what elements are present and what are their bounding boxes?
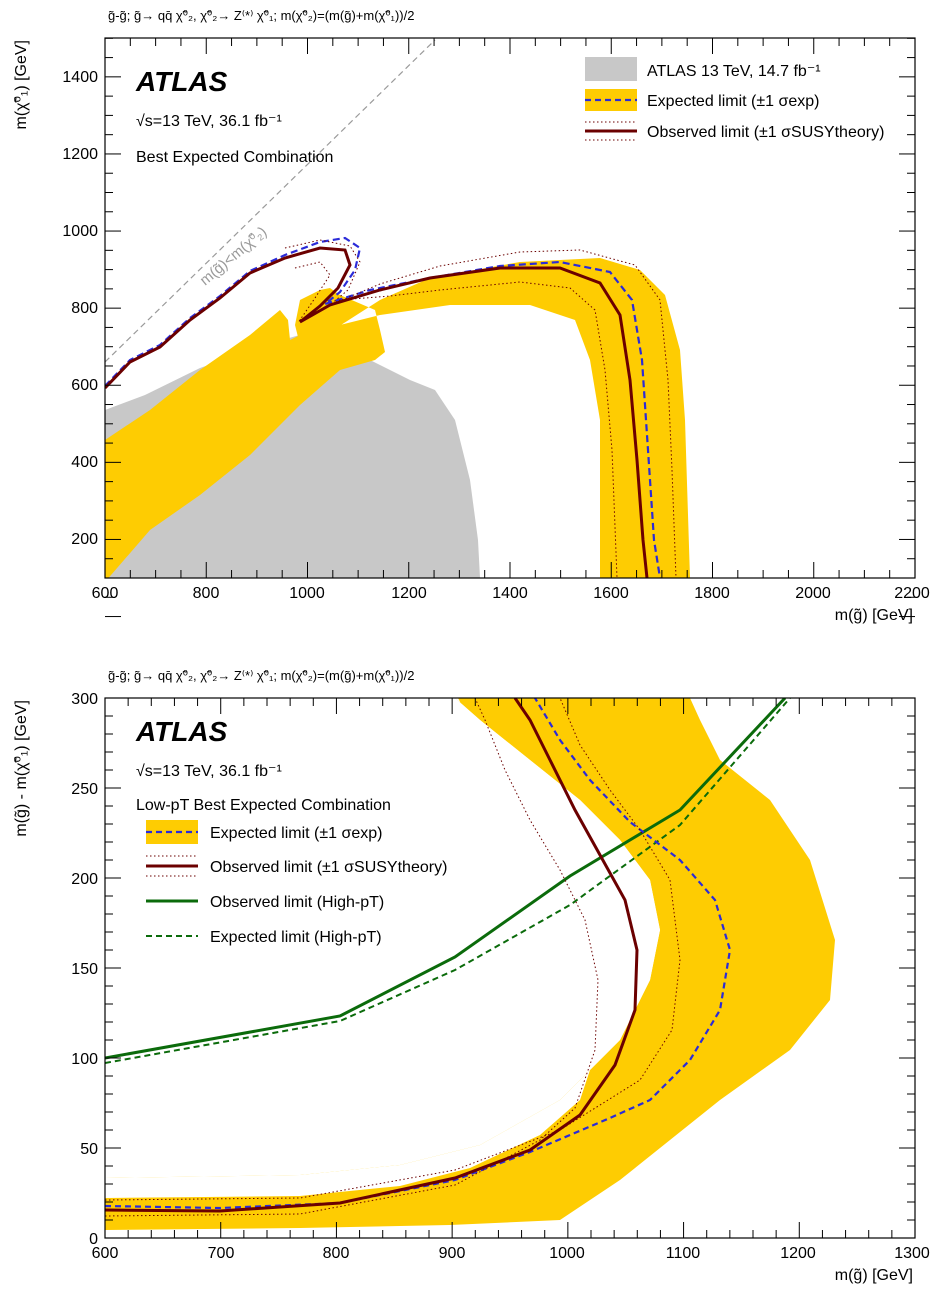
chart-top-ylabel: m(χ̃⁰₁) [GeV] <box>13 40 30 130</box>
x-tick-label: 1000 <box>549 1245 585 1262</box>
atlas-label-bottom: ATLAS <box>135 716 228 747</box>
x-tick-label: 1200 <box>780 1245 816 1262</box>
y-tick-label: 1200 <box>62 146 98 163</box>
legend-label: Observed limit (±1 σSUSYtheory) <box>647 124 884 141</box>
x-tick-label: 2200 <box>894 585 930 602</box>
chart-bottom-frame <box>104 697 916 1239</box>
observed-theory-down-top <box>294 261 618 578</box>
chart-top: g̃-g̃; g̃→ qq̄ χ̃⁰₂, χ̃⁰₂→ Z⁽*⁾ χ̃⁰₁; m(… <box>13 8 930 624</box>
x-tick-label: 600 <box>92 585 119 602</box>
x-tick-label: 1200 <box>391 585 427 602</box>
diagonal-label: m(g̃)<m(χ̃⁰₂) <box>197 223 271 289</box>
chart-top-frame <box>104 37 916 618</box>
chart-bottom-plot-area <box>105 698 835 1230</box>
observed-theory-down-bottom <box>105 698 599 1217</box>
subtitle-bottom: Low-pT Best Expected Combination <box>136 797 391 814</box>
y-tick-label: 400 <box>71 454 98 471</box>
chart-bottom-xlabel: m(g̃) [GeV] <box>835 1267 913 1284</box>
x-tick-label: 1300 <box>894 1245 930 1262</box>
x-tick-label: 800 <box>323 1245 350 1262</box>
x-tick-label: 1100 <box>666 1245 701 1262</box>
observed-limit-line-bottom <box>105 698 639 1213</box>
expected-limit-line-top <box>105 236 662 578</box>
subtitle-top: Best Expected Combination <box>136 149 333 166</box>
legend-item-high-pt-observed: Observed limit (High-pT) <box>146 894 384 911</box>
high-pt-expected-line <box>105 698 791 1064</box>
x-tick-label: 1800 <box>694 585 730 602</box>
chart-bottom-x-ticks: 600 700 800 900 1000 1100 1200 1300 <box>92 1245 930 1262</box>
chart-top-title: g̃-g̃; g̃→ qq̄ χ̃⁰₂, χ̃⁰₂→ Z⁽*⁾ χ̃⁰₁; m(… <box>108 8 414 23</box>
legend-bottom: Expected limit (±1 σexp) Observed limit … <box>146 820 447 946</box>
y-tick-label: 600 <box>71 377 98 394</box>
y-tick-label: 0 <box>89 1231 98 1248</box>
legend-item-expected: Expected limit (±1 σexp) <box>585 89 820 111</box>
legend-label: Expected limit (±1 σexp) <box>210 825 383 842</box>
x-tick-label: 1600 <box>593 585 629 602</box>
legend-item-previous: ATLAS 13 TeV, 14.7 fb⁻¹ <box>585 57 821 81</box>
x-tick-label: 2000 <box>795 585 831 602</box>
chart-bottom-title: g̃-g̃; g̃→ qq̄ χ̃⁰₂, χ̃⁰₂→ Z⁽*⁾ χ̃⁰₁; m(… <box>108 668 414 683</box>
atlas-label-top: ATLAS <box>135 66 228 97</box>
energy-label-bottom: √s=13 TeV, 36.1 fb⁻¹ <box>136 763 282 780</box>
x-tick-label: 900 <box>439 1245 466 1262</box>
y-tick-label: 1000 <box>62 223 98 240</box>
chart-bottom-ylabel: m(g̃) - m(χ̃⁰₁) [GeV] <box>13 700 30 837</box>
chart-top-xlabel: m(g̃) [GeV] <box>835 607 913 624</box>
legend-label: Observed limit (High-pT) <box>210 894 384 911</box>
expected-band-bottom <box>105 698 835 1230</box>
x-tick-label: 800 <box>193 585 220 602</box>
legend-label: Observed limit (±1 σSUSYtheory) <box>210 859 447 876</box>
y-tick-label: 1400 <box>62 69 98 86</box>
y-tick-label: 250 <box>71 781 98 798</box>
energy-label-top: √s=13 TeV, 36.1 fb⁻¹ <box>136 113 282 130</box>
legend-item-high-pt-expected: Expected limit (High-pT) <box>146 929 382 946</box>
legend-label: Expected limit (±1 σexp) <box>647 93 820 110</box>
x-tick-label: 1400 <box>492 585 528 602</box>
y-tick-label: 300 <box>71 691 98 708</box>
y-tick-label: 200 <box>71 531 98 548</box>
y-tick-label: 800 <box>71 300 98 317</box>
x-tick-label: 600 <box>92 1245 119 1262</box>
legend-item-expected: Expected limit (±1 σexp) <box>146 820 383 844</box>
observed-theory-up-top <box>284 239 677 578</box>
chart-top-plot-area <box>105 39 690 578</box>
legend-swatch-grey <box>585 57 637 81</box>
chart-top-x-ticks: 600 800 1000 1200 1400 1600 1800 2000 22… <box>92 585 930 602</box>
legend-item-observed: Observed limit (±1 σSUSYtheory) <box>585 121 884 141</box>
observed-limit-line-top <box>105 246 649 578</box>
y-tick-label: 100 <box>71 1051 98 1068</box>
y-tick-label: 150 <box>71 961 98 978</box>
kinematic-diagonal <box>105 39 436 363</box>
high-pt-observed-line <box>105 698 787 1060</box>
legend-top: ATLAS 13 TeV, 14.7 fb⁻¹ Expected limit (… <box>585 57 884 141</box>
chart-top-y-ticks: 200 400 600 800 1000 1200 1400 <box>62 69 98 548</box>
legend-item-observed: Observed limit (±1 σSUSYtheory) <box>146 855 447 877</box>
expected-band-top <box>105 258 690 578</box>
y-tick-label: 50 <box>80 1141 98 1158</box>
y-tick-label: 200 <box>71 871 98 888</box>
legend-label: Expected limit (High-pT) <box>210 929 382 946</box>
chart-bottom: g̃-g̃; g̃→ qq̄ χ̃⁰₂, χ̃⁰₂→ Z⁽*⁾ χ̃⁰₁; m(… <box>13 668 930 1284</box>
x-tick-label: 700 <box>208 1245 235 1262</box>
legend-label: ATLAS 13 TeV, 14.7 fb⁻¹ <box>647 63 821 80</box>
x-tick-label: 1000 <box>289 585 325 602</box>
chart-bottom-y-ticks: 0 50 100 150 200 250 300 <box>71 691 98 1248</box>
